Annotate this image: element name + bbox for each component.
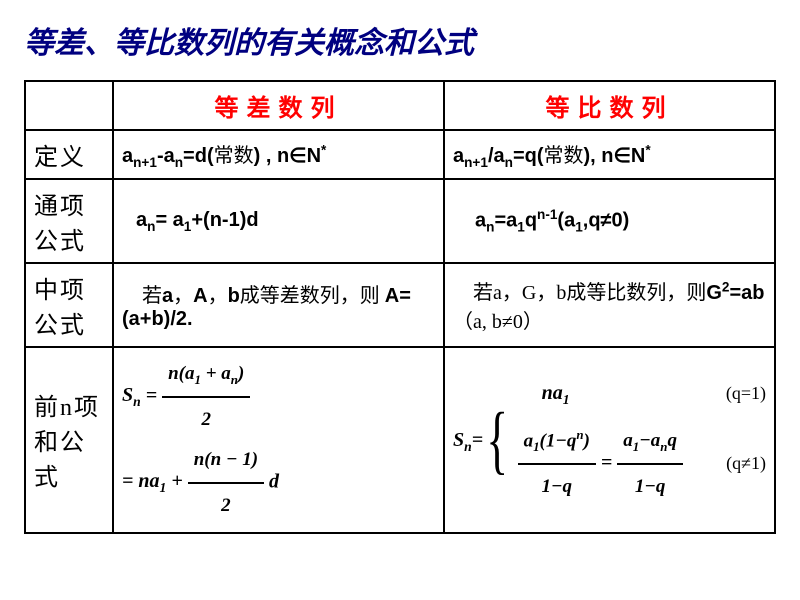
cell-def-geom: an+1/an=q(常数), n∈N*	[444, 130, 775, 179]
frac1-num: n(a1 + an)	[162, 354, 250, 398]
frac2-num: n(n − 1)	[188, 440, 264, 484]
sum-arith-line2: = na1 + n(n − 1) 2 d	[122, 440, 435, 526]
row-general-term: 通项公式 an= a1+(n-1)d an=a1qn-1(a1,q≠0)	[25, 179, 775, 263]
row-sum: 前n项和公式 Sn = n(a1 + an) 2 = na1 + n(n − 1…	[25, 347, 775, 533]
frac2-den: 2	[188, 484, 264, 526]
sum-arith-line1: Sn = n(a1 + an) 2	[122, 354, 435, 440]
sum-arith-lhs: Sn	[122, 384, 141, 406]
header-arith: 等差数列	[113, 81, 444, 130]
row-definition: 定义 an+1-an=d(常数) , n∈N* an+1/an=q(常数), n…	[25, 130, 775, 179]
rowlabel-sum: 前n项和公式	[25, 347, 113, 533]
rowlabel-mid: 中项公式	[25, 263, 113, 347]
cell-mid-arith: 若a，A，b成等差数列，则 A=(a+b)/2.	[113, 263, 444, 347]
case2b-num: a1−anq	[617, 421, 683, 465]
sum-geom-case1: na1 (q=1)	[518, 372, 766, 415]
sum-geom-lhs: Sn=	[453, 419, 483, 462]
sum-arith-prefix2: = na1 +	[122, 470, 183, 492]
case2-body: a1(1−qn) 1−q = a1−anq 1−q	[518, 421, 683, 507]
case2b-den: 1−q	[617, 465, 683, 507]
sum-arith-suffix2: d	[269, 470, 279, 492]
case1-body: na1	[518, 372, 570, 415]
cell-sum-arith: Sn = n(a1 + an) 2 = na1 + n(n − 1) 2 d	[113, 347, 444, 533]
case2a-den: 1−q	[518, 465, 596, 507]
case2a-num: a1(1−qn)	[518, 421, 596, 465]
cell-term-arith: an= a1+(n-1)d	[113, 179, 444, 263]
sum-arith-frac1: n(a1 + an) 2	[162, 354, 250, 440]
header-blank	[25, 81, 113, 130]
frac1-den: 2	[162, 398, 250, 440]
brace-icon: {	[486, 402, 508, 478]
cell-sum-geom: Sn= { na1 (q=1) a1(1−qn) 1−q =	[444, 347, 775, 533]
page-title: 等差、等比数列的有关概念和公式	[24, 18, 776, 62]
comparison-table: 等差数列 等比数列 定义 an+1-an=d(常数) , n∈N* an+1/a…	[24, 80, 776, 534]
sum-arith-frac2: n(n − 1) 2	[188, 440, 264, 526]
case2-cond: (q≠1)	[726, 445, 766, 483]
cell-def-arith: an+1-an=d(常数) , n∈N*	[113, 130, 444, 179]
table-header-row: 等差数列 等比数列	[25, 81, 775, 130]
rowlabel-def: 定义	[25, 130, 113, 179]
sum-geom-case2: a1(1−qn) 1−q = a1−anq 1−q (q≠1)	[518, 421, 766, 507]
cell-mid-geom: 若a，G，b成等比数列，则G2=ab（a, b≠0）	[444, 263, 775, 347]
row-middle-term: 中项公式 若a，A，b成等差数列，则 A=(a+b)/2. 若a，G，b成等比数…	[25, 263, 775, 347]
case1-cond: (q=1)	[726, 375, 766, 413]
case2-frac-b: a1−anq 1−q	[617, 421, 683, 507]
cell-term-geom: an=a1qn-1(a1,q≠0)	[444, 179, 775, 263]
rowlabel-term: 通项公式	[25, 179, 113, 263]
case2-frac-a: a1(1−qn) 1−q	[518, 421, 596, 507]
header-geom: 等比数列	[444, 81, 775, 130]
